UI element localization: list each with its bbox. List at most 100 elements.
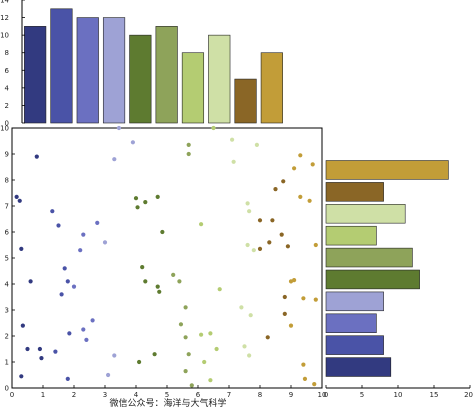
right-bar-4 (325, 291, 384, 312)
scatter-point-76 (273, 187, 278, 192)
scatter-point-19 (78, 248, 83, 253)
main-x-tick-label-4: 4 (134, 391, 139, 399)
right-bar-8 (325, 204, 406, 224)
scatter-point-14 (62, 266, 67, 271)
scatter-point-10 (50, 209, 55, 214)
right-bar-chart: 0 5 10 15 20 (324, 160, 473, 399)
scatter-point-45 (183, 305, 188, 310)
right-x-tick-label-5: 5 (360, 391, 364, 399)
top-bar-2 (50, 8, 73, 124)
top-y-tick-label-8: 8 (5, 49, 9, 57)
scatter-point-72 (257, 246, 263, 251)
main-y-tick-label-3: 3 (5, 307, 9, 315)
main-x-tick-label-6: 6 (196, 391, 201, 399)
scatter-point-32 (135, 205, 140, 210)
main-x-tick-label-7: 7 (227, 391, 231, 399)
scatter-point-69 (251, 248, 256, 253)
scatter-point-24 (95, 220, 100, 225)
scatter-point-73 (265, 335, 270, 340)
scatter-point-13 (59, 292, 64, 297)
right-bar-1 (325, 357, 392, 377)
main-x-tick-label-9: 9 (289, 391, 293, 399)
scatter-point-75 (267, 240, 272, 245)
top-y-tick-label-12: 12 (0, 14, 9, 22)
scatter-point-21 (81, 232, 86, 237)
scatter-point-6 (37, 346, 43, 352)
scatter-point-9 (19, 374, 24, 379)
scatter-point-39 (155, 284, 160, 289)
scatter-point-35 (143, 200, 148, 205)
scatter-point-88 (301, 362, 306, 367)
scatter-point-0 (14, 194, 19, 199)
scatter-point-26 (106, 372, 111, 378)
scatter-point-46 (183, 335, 188, 340)
scatter-point-60 (230, 137, 235, 142)
scatter-point-11 (53, 349, 58, 354)
main-y-tick-label-0: 0 (5, 385, 9, 393)
right-bar-7 (325, 225, 377, 246)
right-bar-5 (325, 269, 420, 290)
scatter-point-51 (186, 142, 191, 147)
right-bar-6 (325, 247, 413, 268)
scatter-point-41 (155, 194, 160, 199)
scatter-point-33 (137, 359, 142, 365)
right-bar-3 (325, 313, 377, 333)
right-bar-9 (325, 182, 384, 202)
main-y-tick-label-1: 1 (5, 359, 9, 367)
caption: 微信公众号：海洋与大气科学 (109, 397, 226, 408)
scatter-point-89 (301, 296, 306, 301)
scatter-point-58 (214, 346, 219, 352)
scatter-point-8 (39, 356, 44, 361)
top-y-tick-label-0: 0 (5, 120, 9, 128)
scatter-point-18 (71, 284, 77, 289)
scatter-point-54 (202, 359, 207, 365)
scatter-point-61 (231, 159, 236, 164)
scatter-point-85 (292, 166, 297, 171)
scatter-point-91 (307, 198, 312, 203)
top-bar-3 (76, 17, 99, 124)
scatter-point-28 (112, 157, 117, 162)
main-y-tick-label-2: 2 (5, 333, 9, 341)
main-x-tick-label-5: 5 (165, 391, 169, 399)
scatter-point-37 (152, 352, 157, 357)
scatter-point-71 (257, 218, 263, 223)
scatter-point-80 (282, 294, 287, 300)
scatter-point-44 (178, 322, 184, 327)
scatter-point-7 (34, 154, 39, 159)
scatter-point-49 (189, 383, 194, 388)
scatter-point-84 (292, 278, 297, 283)
main-y-tick-label-10: 10 (0, 125, 9, 133)
scatter-point-30 (130, 140, 135, 145)
top-bar-chart: 0 2 4 6 8 10 12 14 (0, 0, 283, 128)
scatter-point-47 (186, 352, 191, 357)
top-bar-9 (234, 78, 257, 124)
top-y-tick-label-4: 4 (5, 84, 10, 92)
right-bar-2 (325, 335, 384, 355)
scatter-point-22 (84, 337, 89, 342)
scatter-point-20 (81, 327, 86, 332)
scatter-point-40 (160, 229, 165, 235)
right-x-tick-label-20: 20 (464, 391, 473, 399)
scatter-point-31 (133, 196, 139, 201)
scatter-point-57 (211, 125, 216, 131)
scatter-point-74 (270, 218, 275, 223)
scatter-point-56 (208, 378, 213, 383)
main-x-tick-label-0: 0 (10, 391, 14, 399)
scatter-point-70 (254, 142, 259, 147)
scatter-point-3 (20, 323, 25, 328)
top-y-tick-label-10: 10 (0, 32, 9, 40)
scatter-point-62 (239, 305, 244, 310)
scatter-point-90 (302, 376, 308, 381)
top-y-tick-label-14: 14 (0, 0, 9, 5)
scatter-point-34 (140, 265, 145, 270)
scatter-point-93 (312, 382, 317, 387)
scatter-frame (11, 127, 323, 389)
scatter-point-94 (313, 242, 318, 248)
scatter-point-78 (281, 179, 286, 184)
scatter-point-92 (310, 162, 315, 167)
scatter-point-23 (90, 318, 95, 323)
main-y-tick-label-4: 4 (5, 281, 10, 289)
top-bar-10 (260, 52, 283, 124)
scatter-point-29 (116, 125, 122, 131)
